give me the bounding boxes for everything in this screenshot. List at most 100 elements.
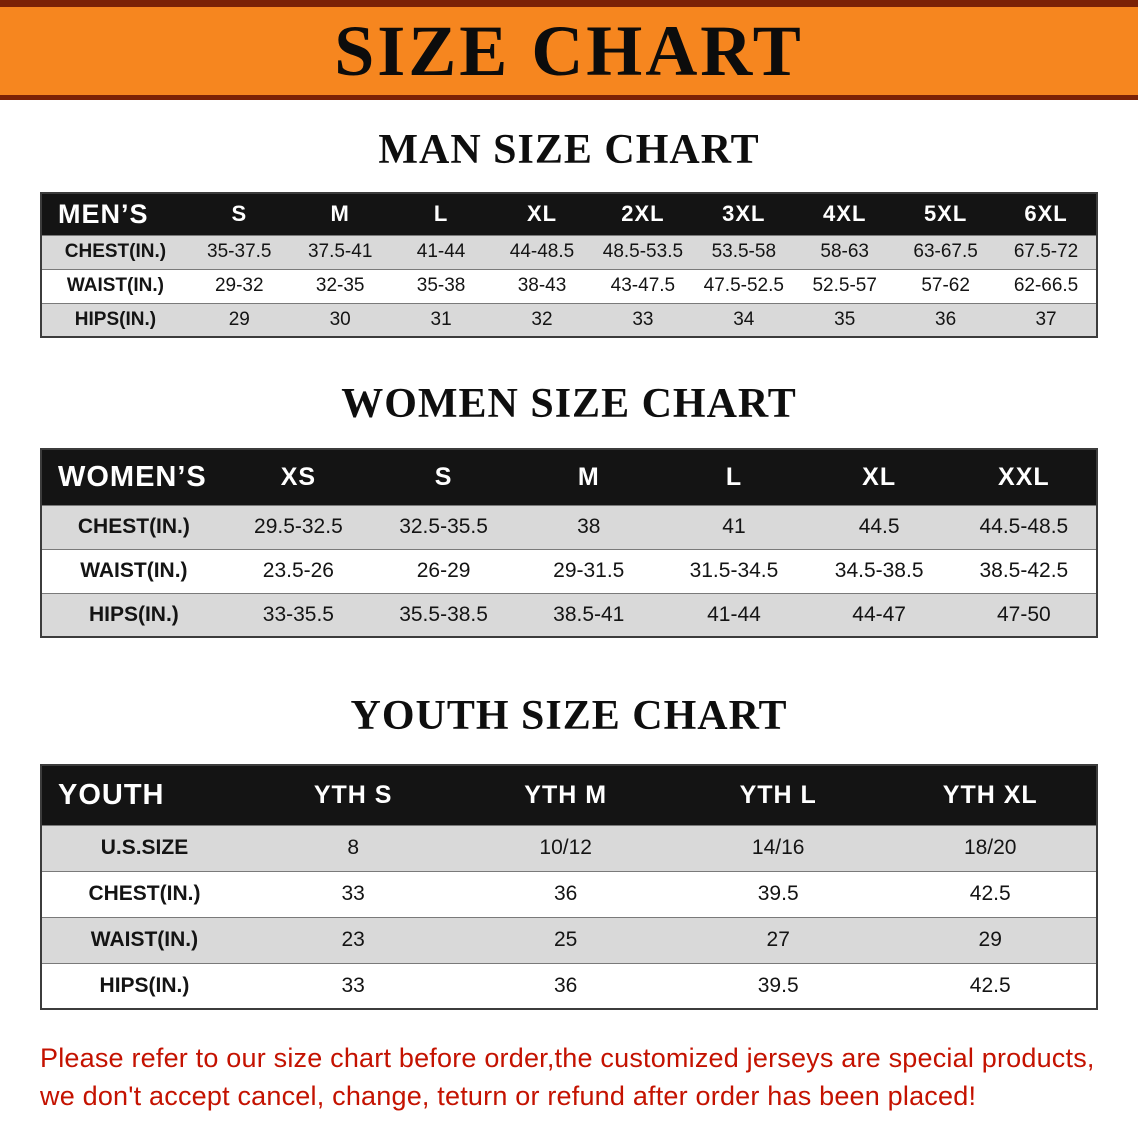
table-title-cell: WOMEN’S (41, 449, 226, 505)
size-value-cell: 27 (671, 916, 885, 963)
size-column-header: S (188, 193, 290, 235)
size-value-cell: 30 (289, 302, 391, 337)
men-chart-heading: MAN SIZE CHART (378, 127, 760, 173)
size-value-cell: 10/12 (459, 824, 672, 871)
size-value-cell: 34.5-38.5 (806, 548, 952, 593)
youth-chart-heading: YOUTH SIZE CHART (350, 693, 788, 739)
size-value-cell: 26-29 (370, 548, 517, 593)
size-column-header: 5XL (895, 193, 997, 235)
size-value-cell: 57-62 (895, 268, 997, 303)
size-value-cell: 34 (693, 302, 795, 337)
size-value-cell: 42.5 (884, 870, 1097, 917)
measurement-label: WAIST(IN.) (41, 268, 189, 303)
size-column-header: S (370, 449, 517, 505)
size-value-cell: 67.5-72 (996, 234, 1097, 269)
women-chart-heading: WOMEN SIZE CHART (341, 381, 797, 427)
table-title-cell: MEN’S (41, 193, 189, 235)
size-value-cell: 48.5-53.5 (592, 234, 694, 269)
size-value-cell: 18/20 (884, 824, 1097, 871)
size-value-cell: 44.5-48.5 (951, 504, 1097, 549)
size-value-cell: 41 (661, 504, 807, 549)
size-column-header: 4XL (794, 193, 896, 235)
size-value-cell: 33 (246, 962, 460, 1009)
size-value-cell: 36 (459, 870, 672, 917)
women-size-chart-section: WOMEN SIZE CHART WOMEN’S XS S M L XL XXL CHEST(… (0, 380, 1138, 638)
size-value-cell: 35 (794, 302, 896, 337)
size-value-cell: 33 (246, 870, 460, 917)
size-value-cell: 35-37.5 (188, 234, 290, 269)
size-value-cell: 47-50 (951, 592, 1097, 637)
size-value-cell: 32 (491, 302, 593, 337)
size-value-cell: 32-35 (289, 268, 391, 303)
size-value-cell: 62-66.5 (996, 268, 1097, 303)
size-column-header: L (390, 193, 492, 235)
size-value-cell: 63-67.5 (895, 234, 997, 269)
size-column-header: XXL (951, 449, 1097, 505)
size-value-cell: 23.5-26 (225, 548, 371, 593)
size-value-cell: 58-63 (794, 234, 896, 269)
size-value-cell: 29 (188, 302, 290, 337)
table-title-cell: YOUTH (41, 765, 247, 825)
size-column-header: YTH XL (884, 765, 1097, 825)
size-value-cell: 29 (884, 916, 1097, 963)
table-row: CHEST(IN.) 33 36 39.5 42.5 (41, 870, 1097, 917)
size-value-cell: 44-48.5 (491, 234, 593, 269)
size-value-cell: 38.5-42.5 (951, 548, 1097, 593)
table-header-row: WOMEN’S XS S M L XL XXL (41, 449, 1097, 505)
banner: SIZE CHART (0, 0, 1138, 100)
size-value-cell: 37 (996, 302, 1097, 337)
size-value-cell: 33-35.5 (225, 592, 371, 637)
size-value-cell: 29-32 (188, 268, 290, 303)
size-value-cell: 31.5-34.5 (661, 548, 807, 593)
size-column-header: M (516, 449, 662, 505)
size-value-cell: 35.5-38.5 (370, 592, 517, 637)
size-value-cell: 39.5 (671, 962, 885, 1009)
table-row: WAIST(IN.) 29-32 32-35 35-38 38-43 43-47.5 47.… (41, 268, 1097, 303)
measurement-label: CHEST(IN.) (41, 870, 247, 917)
disclaimer-line-1: Please refer to our size chart before or… (40, 1043, 1095, 1073)
size-value-cell: 35-38 (390, 268, 492, 303)
table-row: CHEST(IN.) 35-37.5 37.5-41 41-44 44-48.5 48.5… (41, 234, 1097, 269)
size-value-cell: 32.5-35.5 (370, 504, 517, 549)
size-value-cell: 38 (516, 504, 662, 549)
size-value-cell: 44.5 (806, 504, 952, 549)
table-row: HIPS(IN.) 29 30 31 32 33 34 35 36 37 (41, 302, 1097, 337)
youth-size-table: YOUTH YTH S YTH M YTH L YTH XL U.S.SIZE 8 10/12… (40, 764, 1098, 1010)
size-value-cell: 23 (246, 916, 460, 963)
table-row: WAIST(IN.) 23 25 27 29 (41, 916, 1097, 963)
women-size-table: WOMEN’S XS S M L XL XXL CHEST(IN.) 29.5-32.5 32.5… (40, 448, 1098, 638)
measurement-label: HIPS(IN.) (41, 302, 189, 337)
size-value-cell: 29-31.5 (516, 548, 662, 593)
size-value-cell: 41-44 (390, 234, 492, 269)
page-title: SIZE CHART (334, 11, 804, 91)
size-column-header: 6XL (996, 193, 1097, 235)
measurement-label: CHEST(IN.) (41, 504, 226, 549)
measurement-label: CHEST(IN.) (41, 234, 189, 269)
disclaimer-line-2: we don't accept cancel, change, teturn o… (40, 1080, 977, 1111)
size-value-cell: 43-47.5 (592, 268, 694, 303)
men-size-table: MEN’S S M L XL 2XL 3XL 4XL 5XL 6XL CHEST(IN.) 35-37… (40, 192, 1098, 338)
size-value-cell: 31 (390, 302, 492, 337)
size-value-cell: 8 (246, 824, 460, 871)
size-value-cell: 36 (895, 302, 997, 337)
table-row: HIPS(IN.) 33 36 39.5 42.5 (41, 962, 1097, 1009)
table-row: WAIST(IN.) 23.5-26 26-29 29-31.5 31.5-34.5 34… (41, 548, 1097, 593)
men-size-chart-section: MAN SIZE CHART MEN’S S M L XL 2XL 3XL 4XL 5XL 6XL… (0, 126, 1138, 338)
size-value-cell: 36 (459, 962, 672, 1009)
size-value-cell: 44-47 (806, 592, 952, 637)
size-value-cell: 29.5-32.5 (225, 504, 371, 549)
table-row: HIPS(IN.) 33-35.5 35.5-38.5 38.5-41 41-44 44-… (41, 592, 1097, 637)
size-column-header: L (661, 449, 807, 505)
size-value-cell: 33 (592, 302, 694, 337)
size-column-header: YTH L (671, 765, 885, 825)
table-header-row: MEN’S S M L XL 2XL 3XL 4XL 5XL 6XL (41, 193, 1097, 235)
size-value-cell: 14/16 (671, 824, 885, 871)
size-column-header: 2XL (592, 193, 694, 235)
size-column-header: XL (491, 193, 593, 235)
measurement-label: HIPS(IN.) (41, 962, 247, 1009)
measurement-label: HIPS(IN.) (41, 592, 226, 637)
size-value-cell: 25 (459, 916, 672, 963)
size-value-cell: 53.5-58 (693, 234, 795, 269)
size-column-header: YTH M (459, 765, 672, 825)
